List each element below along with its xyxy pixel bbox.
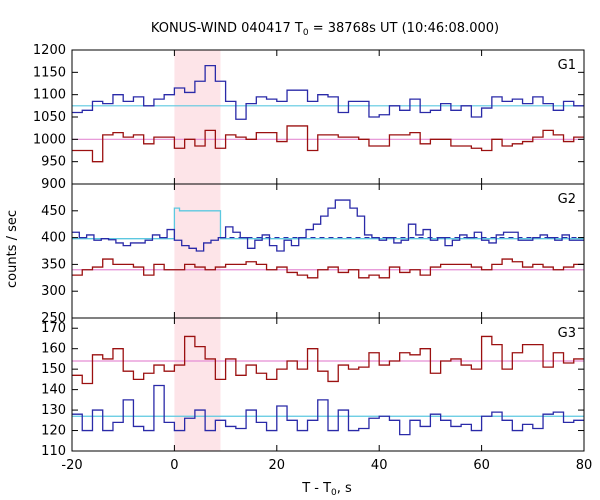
plot-area: 90095010001050110011501200G1250300350400… bbox=[33, 43, 592, 473]
panel-g2-y-tick-label: 450 bbox=[41, 204, 66, 219]
panel-g2-y-tick-label: 400 bbox=[41, 231, 66, 246]
panel-g1-y-tick-label: 1000 bbox=[33, 132, 66, 147]
panel-g3-series-red bbox=[72, 335, 584, 385]
panel-g2-y-tick-label: 300 bbox=[41, 284, 66, 299]
panel-g3-frame bbox=[71, 317, 585, 452]
x-tick-label: -20 bbox=[61, 458, 82, 473]
panel-g3-y-tick-label: 120 bbox=[41, 424, 66, 439]
panel-g2-series-red bbox=[72, 258, 584, 279]
panel-g1-y-tick-label: 1100 bbox=[33, 88, 66, 103]
panel-g3-y-tick-label: 150 bbox=[41, 362, 66, 377]
y-axis-label: counts / sec bbox=[5, 210, 20, 288]
panel-g2-label: G2 bbox=[558, 192, 576, 207]
panel-g1-y-tick-label: 1150 bbox=[33, 65, 66, 80]
panel-g3-label: G3 bbox=[558, 326, 576, 341]
panel-g3-y-tick-label: 170 bbox=[41, 321, 66, 336]
panel-g2-series-blue bbox=[72, 199, 584, 252]
x-axis-label-subscript: 0 bbox=[331, 488, 337, 498]
panel-g3-series-blue bbox=[72, 384, 584, 436]
panel-g1-series-blue bbox=[72, 64, 584, 120]
panel-g2-frame bbox=[71, 183, 585, 319]
x-axis-label-prefix: T - T bbox=[301, 481, 331, 496]
panel-g3-y-tick-label: 110 bbox=[41, 444, 66, 459]
chart-title-prefix: KONUS-WIND 040417 T bbox=[151, 21, 303, 36]
chart-title-subscript: 0 bbox=[303, 28, 309, 38]
panel-g1-y-tick-label: 1050 bbox=[33, 110, 66, 125]
panel-g1-label: G1 bbox=[558, 58, 576, 73]
panel-g1-y-tick-label: 1200 bbox=[33, 43, 66, 58]
panel-g3-y-tick-label: 130 bbox=[41, 403, 66, 418]
panel-g1-frame bbox=[71, 49, 585, 185]
chart-title: KONUS-WIND 040417 T0 = 38768s UT (10:46:… bbox=[151, 21, 499, 38]
panel-g1-y-tick-label: 950 bbox=[41, 155, 66, 170]
x-axis-label-suffix: , s bbox=[337, 481, 352, 496]
panel-g1-y-tick-label: 900 bbox=[41, 177, 66, 192]
x-axis-label: T - T0, s bbox=[301, 481, 352, 498]
x-tick-label: 80 bbox=[576, 458, 593, 473]
panel-g2-y-tick-label: 250 bbox=[41, 311, 66, 326]
panel-g1-series-red bbox=[72, 125, 584, 163]
panel-g2-y-tick-label: 350 bbox=[41, 257, 66, 272]
chart-title-suffix: = 38768s UT (10:46:08.000) bbox=[309, 21, 499, 36]
x-tick-label: 40 bbox=[371, 458, 388, 473]
x-tick-label: 0 bbox=[170, 458, 178, 473]
panel-g3-y-tick-label: 160 bbox=[41, 342, 66, 357]
x-tick-label: 20 bbox=[269, 458, 286, 473]
x-tick-label: 60 bbox=[473, 458, 490, 473]
panel-g3-y-tick-label: 140 bbox=[41, 383, 66, 398]
